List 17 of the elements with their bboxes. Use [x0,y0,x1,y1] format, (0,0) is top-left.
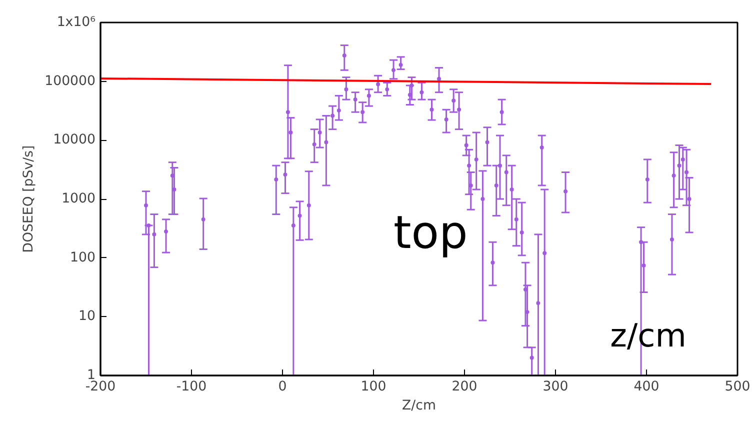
x-tick-label: 500 [724,380,750,394]
x-tick-label: 100 [360,380,386,394]
y-tick-label: 100000 [44,74,96,89]
x-tick-label: 400 [634,380,660,394]
x-axis-title: Z/cm [402,398,436,414]
y-tick-label: 10000 [53,132,96,148]
y-axis-title: DOSEEQ [pSv/s] [22,145,37,253]
y-tick-label: 10 [78,309,96,324]
annotation: top [394,206,468,260]
x-tick-label: -200 [85,380,116,394]
y-tick-label: 100 [70,250,96,266]
x-tick-label: -100 [176,380,207,394]
y-tick-label: 1000 [62,192,96,206]
x-tick-label: 0 [278,380,287,394]
x-tick-label: 200 [452,380,478,394]
x-tick-label: 300 [542,380,568,394]
y-tick-label: 1x10⁶ [56,15,96,30]
